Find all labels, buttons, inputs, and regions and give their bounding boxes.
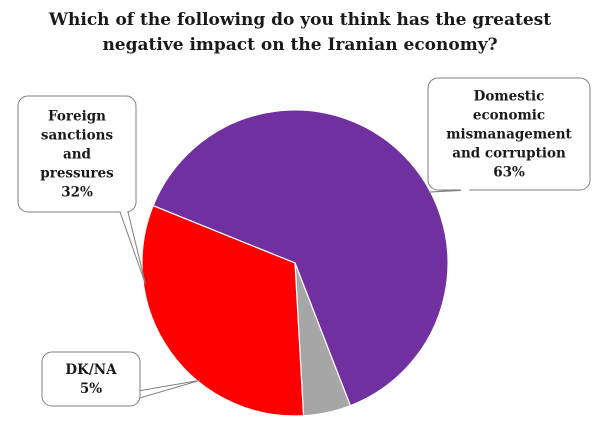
callout-value-label: 63%	[493, 165, 525, 181]
pie-slices	[141, 109, 449, 417]
pie-slice-0	[152, 109, 449, 407]
chart-title-line-2: negative impact on the Iranian economy?	[102, 35, 498, 55]
chart-title-line-1: Which of the following do you think has …	[48, 10, 552, 30]
callout-1: DK/NA 5%	[41, 351, 201, 407]
callout-box	[41, 351, 141, 407]
callout-category-label: mismanagement	[446, 127, 572, 143]
callout-category-label: sanctions	[41, 128, 114, 144]
callout-box	[427, 77, 591, 191]
callouts: Domestic economic mismanagement and corrupt…	[17, 77, 591, 407]
callout-category-label: DK/NA	[65, 362, 117, 378]
callout-0: Domestic economic mismanagement and corrupt…	[427, 77, 591, 193]
callout-category-label: Domestic	[474, 89, 545, 105]
callout-value-label: 32%	[61, 185, 93, 201]
pie-slice-2	[141, 204, 305, 417]
callout-category-label: and	[63, 147, 92, 163]
chart-title: Which of the following do you think has …	[0, 8, 600, 58]
callout-category-label: Foreign	[48, 109, 106, 125]
callout-category-label: and corruption	[452, 146, 566, 162]
callout-2: Foreign sanctions and pressures 32%	[17, 95, 146, 285]
callout-category-label: pressures	[40, 166, 114, 182]
callout-box	[17, 95, 137, 213]
callout-pointer	[130, 379, 201, 399]
callout-pointer	[119, 211, 146, 285]
callout-category-label: economic	[473, 108, 545, 124]
callout-value-label: 5%	[80, 381, 102, 397]
